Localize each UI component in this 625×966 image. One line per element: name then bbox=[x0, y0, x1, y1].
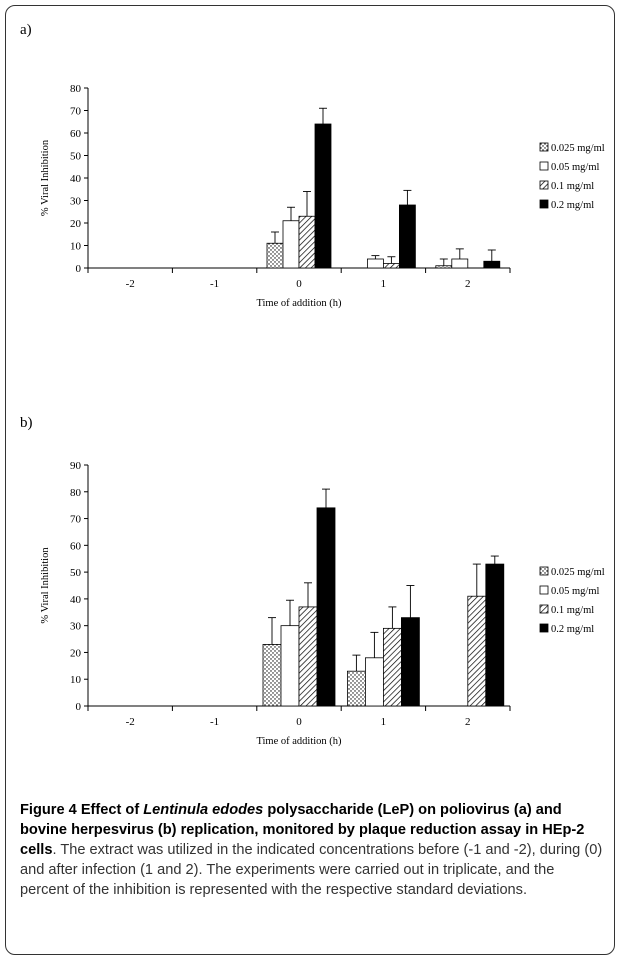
y-tick-label: 60 bbox=[70, 128, 82, 140]
caption-lead: Figure 4 Effect of Lentinula edodes poly… bbox=[20, 802, 584, 858]
bar bbox=[366, 258, 384, 269]
bar bbox=[398, 204, 416, 269]
legend-label: 0.2 mg/ml bbox=[551, 624, 594, 635]
legend-label: 0.025 mg/ml bbox=[551, 143, 605, 154]
bar bbox=[435, 265, 453, 269]
legend-swatch bbox=[539, 142, 549, 152]
legend-label: 0.1 mg/ml bbox=[551, 605, 594, 616]
x-tick-label: 0 bbox=[296, 278, 302, 290]
legend-swatch bbox=[539, 161, 549, 171]
bar bbox=[316, 507, 336, 707]
y-tick-label: 0 bbox=[76, 701, 82, 713]
legend-swatch bbox=[539, 623, 549, 633]
bar bbox=[346, 670, 366, 707]
caption-species: Lentinula edodes bbox=[143, 802, 264, 818]
y-tick-label: 90 bbox=[70, 460, 82, 472]
y-tick-label: 70 bbox=[70, 106, 82, 118]
x-tick-label: 2 bbox=[465, 716, 471, 728]
legend-swatch bbox=[539, 604, 549, 614]
x-tick-label: 1 bbox=[381, 716, 387, 728]
legend-label: 0.1 mg/ml bbox=[551, 181, 594, 192]
legend-swatch bbox=[539, 585, 549, 595]
y-tick-label: 20 bbox=[70, 647, 82, 659]
bar bbox=[280, 625, 300, 707]
y-tick-label: 30 bbox=[70, 196, 82, 208]
bar bbox=[282, 220, 300, 269]
y-tick-label: 50 bbox=[70, 567, 82, 579]
legend-swatch bbox=[539, 199, 549, 209]
y-tick-label: 80 bbox=[70, 487, 82, 499]
x-tick-label: -2 bbox=[126, 278, 135, 290]
legend-swatch bbox=[539, 180, 549, 190]
y-tick-label: 40 bbox=[70, 173, 82, 185]
x-tick-label: 1 bbox=[381, 278, 387, 290]
bar bbox=[382, 263, 400, 269]
caption-lead-rest: polysaccharide (LeP) on poliovirus (a) a… bbox=[20, 802, 585, 858]
y-axis-title: % Viral Inhibition bbox=[40, 139, 51, 216]
y-tick-label: 40 bbox=[70, 594, 82, 606]
caption-body: . The extract was utilized in the indica… bbox=[20, 842, 603, 898]
x-tick-label: -2 bbox=[126, 716, 135, 728]
panel-label-b: b) bbox=[20, 415, 33, 431]
bar bbox=[382, 627, 402, 707]
y-tick-label: 10 bbox=[70, 674, 82, 686]
x-tick-label: 2 bbox=[465, 278, 471, 290]
panel-label-a: a) bbox=[20, 22, 32, 38]
y-tick-label: 20 bbox=[70, 218, 82, 230]
chart-a: 0 10 20 30 40 50 60 70 80 -2 -1 0 1 2 Time of addition… bbox=[40, 83, 605, 309]
x-axis-title: Time of addition (h) bbox=[256, 298, 342, 309]
x-tick-label: -1 bbox=[210, 278, 219, 290]
x-tick-label: -1 bbox=[210, 716, 219, 728]
bar bbox=[485, 563, 505, 707]
bar bbox=[298, 606, 318, 707]
figure-frame bbox=[5, 5, 615, 955]
bar bbox=[298, 215, 316, 269]
y-tick-label: 10 bbox=[70, 241, 82, 253]
x-axis-title: Time of addition (h) bbox=[256, 736, 342, 747]
bar bbox=[314, 123, 332, 269]
y-tick-label: 30 bbox=[70, 621, 82, 633]
chart-b: 0 10 20 30 40 50 60 70 80 90 -2 -1 0 1 2 Time of additi… bbox=[40, 460, 605, 747]
legend-label: 0.2 mg/ml bbox=[551, 200, 594, 211]
y-axis-title: % Viral Inhibition bbox=[40, 547, 51, 624]
bar bbox=[400, 617, 420, 707]
legend-label: 0.025 mg/ml bbox=[551, 567, 605, 578]
bar bbox=[483, 260, 501, 269]
y-tick-label: 80 bbox=[70, 83, 82, 95]
y-tick-label: 50 bbox=[70, 151, 82, 163]
bar bbox=[266, 242, 284, 269]
y-tick-label: 60 bbox=[70, 540, 82, 552]
y-tick-label: 70 bbox=[70, 514, 82, 526]
caption-lead-start: Figure 4 Effect of bbox=[20, 802, 144, 818]
legend-label: 0.05 mg/ml bbox=[551, 586, 600, 597]
bar bbox=[467, 595, 487, 707]
x-tick-label: 0 bbox=[296, 716, 302, 728]
bar bbox=[451, 258, 469, 269]
legend-label: 0.05 mg/ml bbox=[551, 162, 600, 173]
bar bbox=[262, 644, 282, 707]
y-tick-label: 0 bbox=[76, 263, 82, 275]
legend-swatch bbox=[539, 566, 549, 576]
figure-caption: Figure 4 Effect of Lentinula edodes poly… bbox=[20, 800, 605, 900]
bar bbox=[364, 657, 384, 707]
